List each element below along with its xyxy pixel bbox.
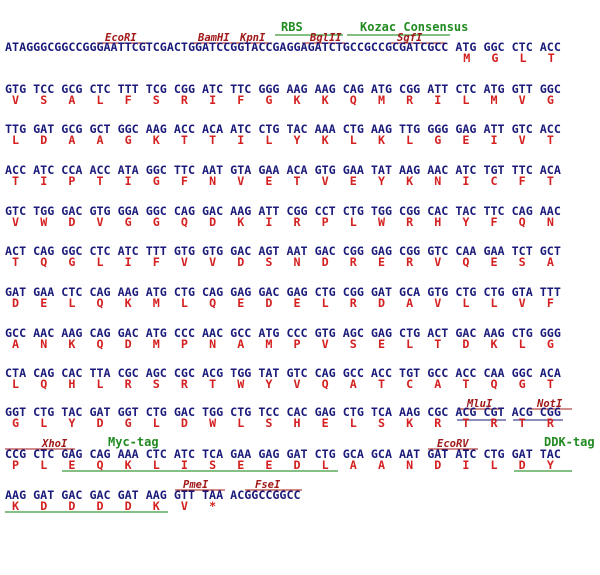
enzyme-label: SgfI <box>397 32 423 44</box>
enzyme-label: EcoRI <box>105 32 137 44</box>
feature-label: RBS <box>281 20 303 34</box>
protein-sequence: P L E Q K L I S E E D L A A N D I L D Y <box>12 458 554 472</box>
dna-sequence: ACT CAG GGC CTC ATC TTT GTG GTG GAC AGT … <box>5 244 561 258</box>
dna-sequence: ACC ATC CCA ACC ATA GGC TTC AAT GTA GAA … <box>5 163 561 177</box>
dna-sequence: TTG GAT GCG GCT GGC AAG ACC ACA ATC CTG … <box>5 122 561 136</box>
dna-sequence: CCG CTC GAG CAG AAA CTC ATC TCA GAA GAG … <box>5 447 561 461</box>
protein-sequence: K D D D D K V * <box>12 499 216 513</box>
protein-sequence: T Q G L I F V V D S N D R E R V Q E S A <box>12 255 554 269</box>
enzyme-label: BamHI <box>197 32 230 44</box>
feature-label: Kozac Consensus <box>360 20 468 34</box>
enzyme-label: FseI <box>255 479 281 491</box>
enzyme-label: BglII <box>309 32 342 44</box>
protein-sequence: A N K Q D M P N A M P V S E L T D K L G <box>12 337 554 351</box>
dna-sequence: GTG TCC GCG CTC TTT TCG CGG ATC TTC GGG … <box>5 82 561 96</box>
enzyme-label: XhoI <box>41 438 68 450</box>
protein-sequence: V S A L F S R I F G K K Q M R I L M V G <box>12 93 554 107</box>
protein-sequence: V W D V G G Q D K I R P L W R H Y F Q N <box>12 215 554 229</box>
enzyme-label: EcoRV <box>437 438 469 450</box>
enzyme-label: PmeI <box>183 479 209 491</box>
dna-sequence: GAT GAA CTC CAG AAG ATG CTG CAG GAG GAC … <box>5 285 561 299</box>
dna-sequence: AAG GAT GAC GAC GAT AAG GTT TAA ACGGCCGG… <box>5 488 301 502</box>
protein-sequence: M G L T <box>463 51 554 65</box>
feature-label: DDK-tag <box>544 435 595 449</box>
dna-sequence: ATAGGGCGGCCGGGAATTCGTCGACTGGATCCGGTACCGA… <box>5 40 561 54</box>
protein-sequence: L D A A G K T T I L Y K L K L G E I V T <box>12 133 554 147</box>
dna-sequence: CTA CAG CAC TTA CGC AGC CGC ACG TGG TAT … <box>5 366 561 380</box>
dna-sequence: GCC AAC AAG CAG GAC ATG CCC AAC GCC ATG … <box>5 326 561 340</box>
dna-sequence: GTC TGG GAC GTG GGA GGC CAG GAC AAG ATT … <box>5 204 561 218</box>
enzyme-label: KpnI <box>239 32 266 44</box>
dna-sequence: GGT CTG TAC GAT GGT CTG GAC TGG CTG TCC … <box>5 405 561 419</box>
protein-sequence: D E L Q K M L Q E D E L R D A V L L V F <box>12 296 554 310</box>
protein-sequence: T I P T I G F N V E T V E Y K N I C F T <box>12 174 554 188</box>
protein-sequence: L Q H L R S R T W Y V Q A T C A T Q G T <box>12 377 554 391</box>
enzyme-label: NotI <box>536 398 563 410</box>
protein-sequence: G L Y D G L D W L S H E L S K R T R T R <box>12 416 555 430</box>
enzyme-label: MluI <box>466 398 493 410</box>
feature-label: Myc-tag <box>108 435 159 449</box>
